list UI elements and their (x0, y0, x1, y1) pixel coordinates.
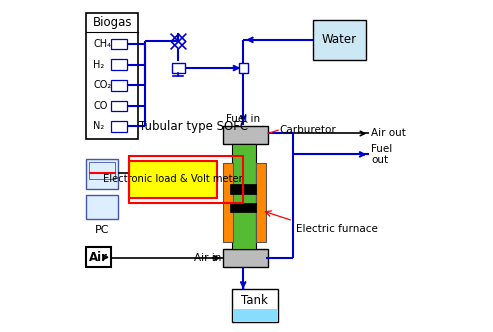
Text: Carburetor: Carburetor (280, 125, 336, 135)
Text: CH₄: CH₄ (93, 39, 111, 49)
Bar (129, 161, 216, 198)
Bar (233, 309, 277, 321)
Bar (86, 247, 111, 267)
Bar (86, 159, 118, 189)
Bar (129, 156, 243, 203)
Text: Air: Air (89, 251, 108, 264)
Text: CO₂: CO₂ (93, 80, 111, 90)
Text: Electronic load & Volt meter: Electronic load & Volt meter (103, 174, 243, 184)
Text: Fuel in: Fuel in (226, 114, 260, 124)
Text: Tubular type SOFC: Tubular type SOFC (139, 120, 247, 133)
Text: Air in: Air in (194, 253, 221, 263)
Text: H₂: H₂ (93, 60, 105, 70)
Text: Fuel
out: Fuel out (371, 143, 392, 165)
Bar (230, 184, 256, 194)
Text: CO: CO (93, 101, 107, 111)
Bar (86, 13, 138, 139)
Bar (223, 249, 268, 267)
Bar (223, 126, 268, 144)
Bar (111, 59, 127, 70)
Bar (232, 289, 278, 322)
Bar (86, 195, 118, 219)
Bar (223, 163, 233, 242)
Text: Electric furnace: Electric furnace (296, 224, 378, 234)
Bar (111, 101, 127, 111)
Bar (230, 203, 256, 212)
Bar (239, 63, 248, 73)
Bar (256, 163, 266, 242)
Bar (232, 144, 256, 249)
Text: Biogas: Biogas (93, 16, 132, 29)
Bar (89, 162, 115, 179)
Text: PC: PC (95, 225, 109, 235)
Bar (111, 39, 127, 49)
Text: N₂: N₂ (93, 122, 105, 131)
Text: Tank: Tank (242, 294, 268, 307)
Text: Water: Water (322, 33, 357, 46)
Text: Air out: Air out (371, 128, 406, 138)
Bar (111, 121, 127, 132)
Bar (111, 80, 127, 91)
Bar (172, 63, 185, 73)
Bar (313, 20, 366, 60)
